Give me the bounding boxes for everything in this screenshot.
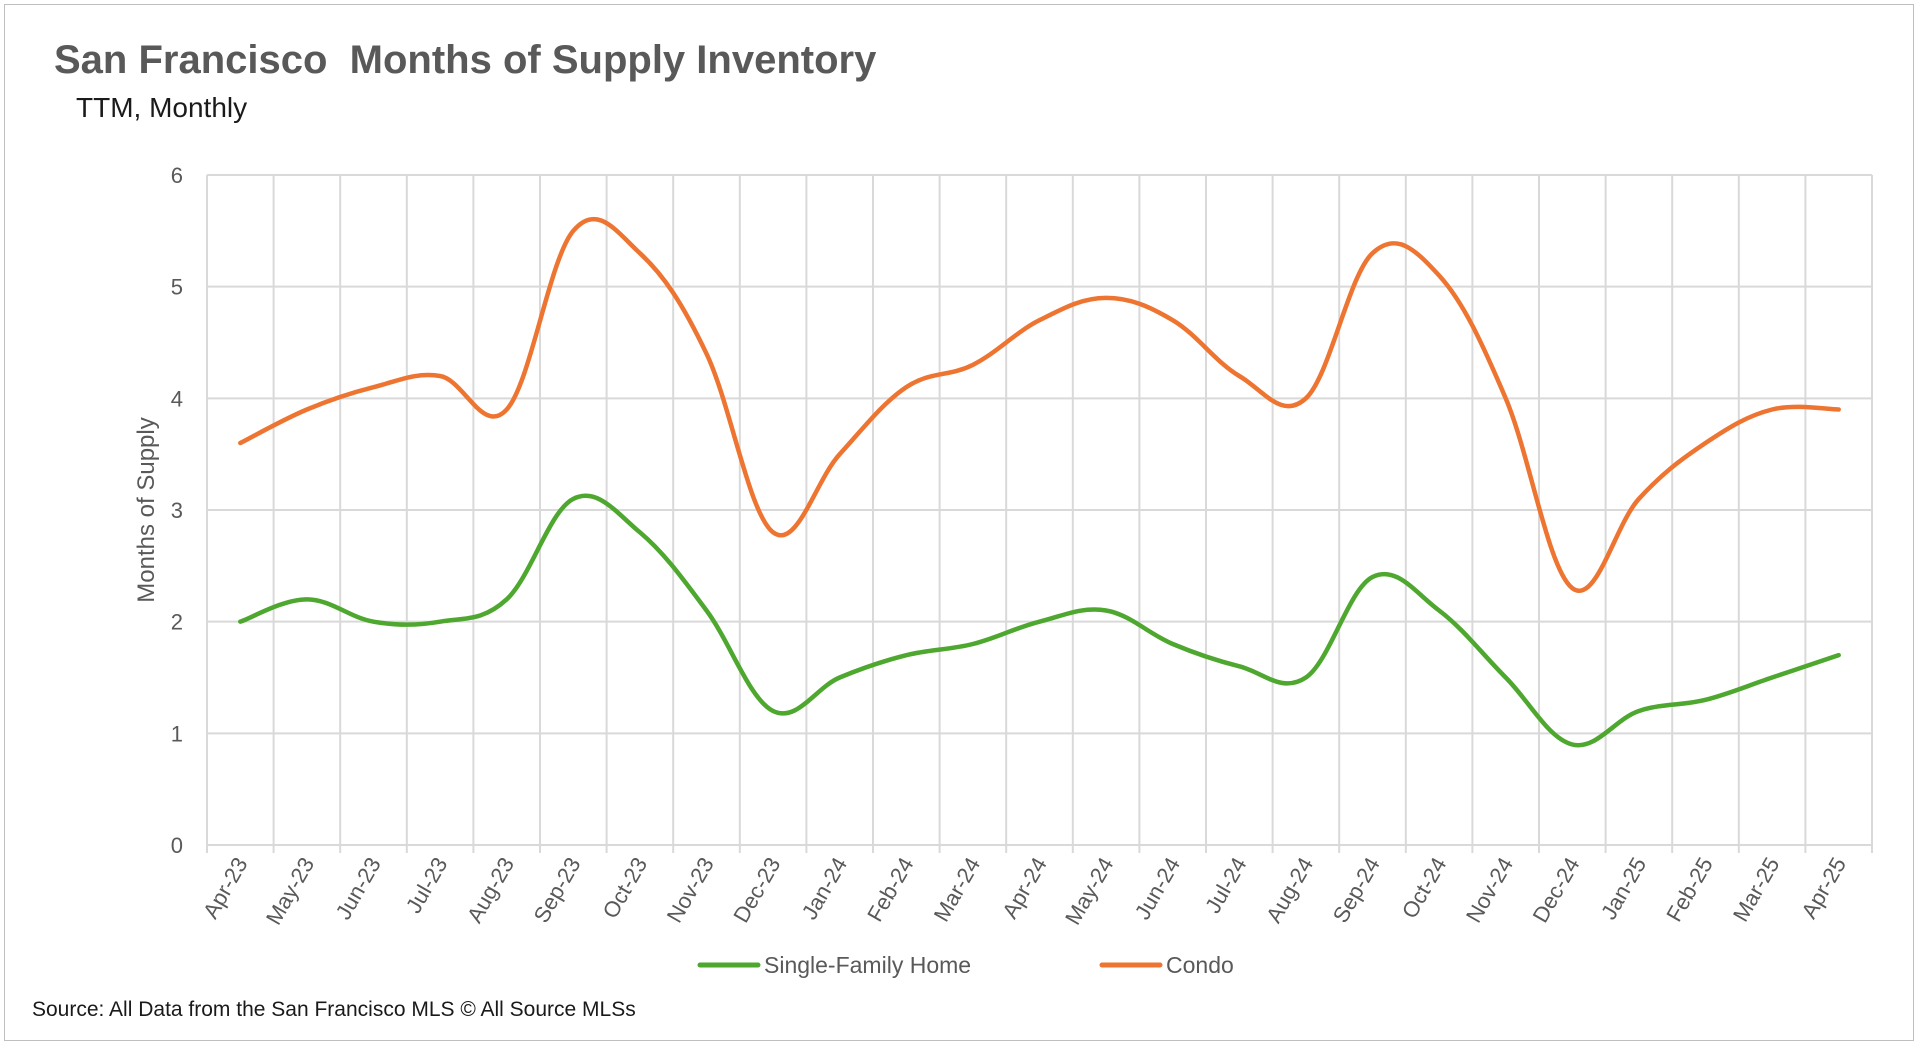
- series-lines: [238, 216, 1841, 748]
- x-tick-label: May-23: [261, 853, 319, 929]
- x-tick-label: Nov-24: [1461, 853, 1518, 927]
- x-tick-labels: Apr-23 May-23 Jun-23 Jul-23 Aug-23 Sep-23 Oct-…: [198, 853, 1851, 929]
- x-tick-label: Jan-24: [797, 853, 852, 924]
- x-tick-label: Nov-23: [662, 853, 719, 927]
- x-tick-label: May-24: [1060, 853, 1118, 929]
- series-line-condo: [238, 216, 1841, 593]
- x-tick-label: Oct-23: [598, 853, 653, 923]
- legend-label: Condo: [1166, 952, 1234, 978]
- y-axis-title: Months of Supply: [133, 417, 160, 602]
- y-tick-label: 1: [171, 721, 183, 746]
- x-tick-label: Jul-23: [401, 853, 453, 917]
- x-tick-label: Jul-24: [1200, 853, 1252, 917]
- y-tick-label: 0: [171, 833, 183, 858]
- grid-lines: [206, 174, 1873, 853]
- chart-title: San Francisco Months of Supply Inventory: [54, 38, 877, 82]
- x-tick-label: Jun-24: [1130, 853, 1185, 924]
- source-note: Source: All Data from the San Francisco …: [32, 998, 636, 1021]
- x-tick-label: Jan-25: [1596, 853, 1651, 924]
- y-tick-label: 2: [171, 610, 183, 635]
- x-tick-label: Feb-25: [1661, 853, 1718, 926]
- chart-subtitle: TTM, Monthly: [76, 92, 248, 123]
- x-tick-label: Apr-24: [997, 853, 1052, 923]
- legend: Single-Family Home Condo: [697, 952, 1234, 978]
- y-tick-label: 6: [171, 163, 183, 188]
- chart-frame: [4, 4, 1914, 1041]
- x-tick-label: Mar-25: [1728, 853, 1784, 926]
- x-tick-label: Sep-24: [1328, 853, 1385, 927]
- x-tick-label: Sep-23: [529, 853, 586, 927]
- y-tick-labels: 0 1 2 3 4 5 6: [171, 163, 183, 858]
- legend-label: Single-Family Home: [764, 952, 971, 978]
- y-tick-label: 3: [171, 498, 183, 523]
- x-tick-label: Feb-24: [862, 853, 919, 926]
- x-tick-label: Apr-23: [198, 853, 253, 923]
- y-tick-label: 5: [171, 275, 183, 300]
- x-tick-label: Apr-25: [1796, 853, 1851, 923]
- x-tick-label: Mar-24: [929, 853, 985, 926]
- series-line-single-family-home: [238, 493, 1841, 748]
- x-tick-label: Dec-23: [728, 853, 785, 927]
- x-tick-label: Aug-23: [462, 853, 519, 927]
- x-tick-label: Jun-23: [331, 853, 386, 924]
- x-tick-label: Aug-24: [1261, 853, 1318, 927]
- x-tick-label: Dec-24: [1528, 853, 1585, 927]
- y-tick-label: 4: [171, 386, 183, 411]
- x-tick-label: Oct-24: [1397, 853, 1452, 923]
